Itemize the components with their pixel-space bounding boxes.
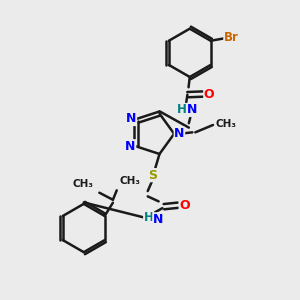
Text: N: N	[187, 103, 198, 116]
Text: N: N	[174, 127, 184, 140]
Text: CH₃: CH₃	[120, 176, 141, 186]
Text: N: N	[125, 140, 136, 153]
Text: N: N	[153, 213, 163, 226]
Text: Br: Br	[224, 31, 239, 44]
Text: CH₃: CH₃	[73, 179, 94, 189]
Text: O: O	[204, 88, 214, 100]
Text: H: H	[177, 103, 186, 116]
Text: S: S	[148, 169, 158, 182]
Text: N: N	[126, 112, 136, 125]
Text: O: O	[179, 199, 190, 212]
Text: CH₃: CH₃	[215, 119, 236, 129]
Text: H: H	[144, 211, 154, 224]
